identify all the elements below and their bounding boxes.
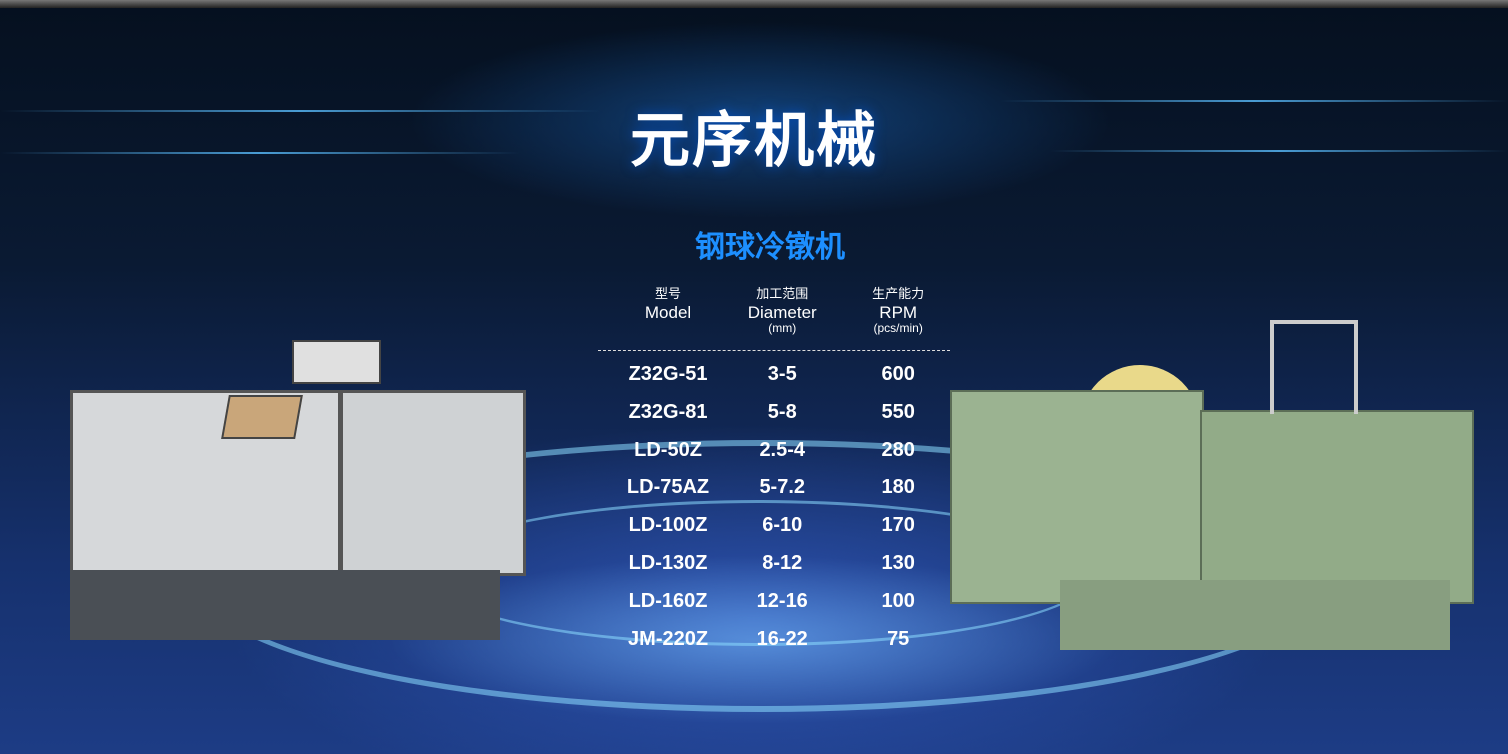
table-body: Z32G-51 3-5 600 Z32G-81 5-8 550 LD-50Z 2.5-4 280… bbox=[598, 356, 950, 658]
header-en: Model bbox=[644, 303, 692, 322]
cell-model: LD-160Z bbox=[628, 589, 708, 612]
header-en: RPM bbox=[879, 303, 918, 322]
header-zh: 生产能力 bbox=[872, 286, 925, 301]
table-row: LD-50Z 2.5-4 280 bbox=[598, 432, 950, 470]
cell-diameter: 3-5 bbox=[767, 363, 797, 385]
left-machine-image bbox=[70, 320, 526, 640]
header-zh: 型号 bbox=[655, 286, 682, 301]
light-streak bbox=[0, 110, 600, 112]
cell-rpm: 280 bbox=[881, 438, 915, 461]
light-streak bbox=[0, 152, 520, 154]
light-streak bbox=[1000, 100, 1508, 102]
cell-diameter: 5-7.2 bbox=[759, 476, 806, 499]
table-row: Z32G-51 3-5 600 bbox=[598, 356, 950, 394]
cell-model: Z32G-51 bbox=[628, 363, 708, 385]
cell-model: JM-220Z bbox=[628, 627, 709, 650]
header-en: Diameter bbox=[747, 303, 817, 322]
cell-model: LD-130Z bbox=[628, 551, 708, 574]
top-bar bbox=[0, 0, 1508, 8]
cell-rpm: 130 bbox=[881, 551, 915, 574]
header-rpm: 生产能力 RPM (pcs/min) bbox=[826, 284, 950, 350]
product-title: 钢球冷镦机 bbox=[695, 231, 845, 264]
table-row: JM-220Z 16-22 75 bbox=[598, 621, 950, 659]
header-diameter: 加工范围 Diameter (mm) bbox=[738, 284, 826, 350]
cell-diameter: 2.5-4 bbox=[759, 438, 806, 461]
table-row: LD-75AZ 5-7.2 180 bbox=[598, 469, 950, 507]
cell-model: LD-100Z bbox=[628, 514, 708, 537]
right-machine-image bbox=[950, 320, 1480, 650]
cell-rpm: 550 bbox=[881, 400, 915, 423]
cell-rpm: 100 bbox=[881, 589, 915, 612]
cell-model: LD-50Z bbox=[634, 438, 702, 461]
header-model: 型号 Model bbox=[598, 284, 738, 350]
cell-diameter: 8-12 bbox=[762, 551, 803, 574]
table-row: LD-160Z 12-16 100 bbox=[598, 583, 950, 621]
cell-rpm: 170 bbox=[881, 514, 915, 537]
cell-rpm: 75 bbox=[887, 627, 910, 650]
cell-model: Z32G-81 bbox=[628, 400, 708, 423]
page-title: 元序机械 bbox=[630, 107, 878, 174]
header-unit: (mm) bbox=[768, 321, 797, 335]
light-streak bbox=[1050, 150, 1508, 152]
cell-diameter: 6-10 bbox=[762, 514, 803, 537]
table-header: 型号 Model 加工范围 Diameter (mm) 生产能力 RPM (pc… bbox=[598, 284, 950, 351]
cell-diameter: 5-8 bbox=[767, 400, 797, 423]
header-unit: (pcs/min) bbox=[873, 321, 923, 335]
cell-model: LD-75AZ bbox=[626, 476, 710, 499]
header-zh: 加工范围 bbox=[756, 286, 809, 301]
cell-rpm: 600 bbox=[881, 363, 915, 385]
cell-diameter: 16-22 bbox=[756, 627, 808, 650]
cell-diameter: 12-16 bbox=[756, 589, 808, 612]
cell-rpm: 180 bbox=[881, 476, 915, 499]
table-row: LD-130Z 8-12 130 bbox=[598, 545, 950, 583]
table-row: Z32G-81 5-8 550 bbox=[598, 394, 950, 432]
table-row: LD-100Z 6-10 170 bbox=[598, 507, 950, 545]
spec-table: 型号 Model 加工范围 Diameter (mm) 生产能力 RPM (pc… bbox=[598, 284, 950, 658]
